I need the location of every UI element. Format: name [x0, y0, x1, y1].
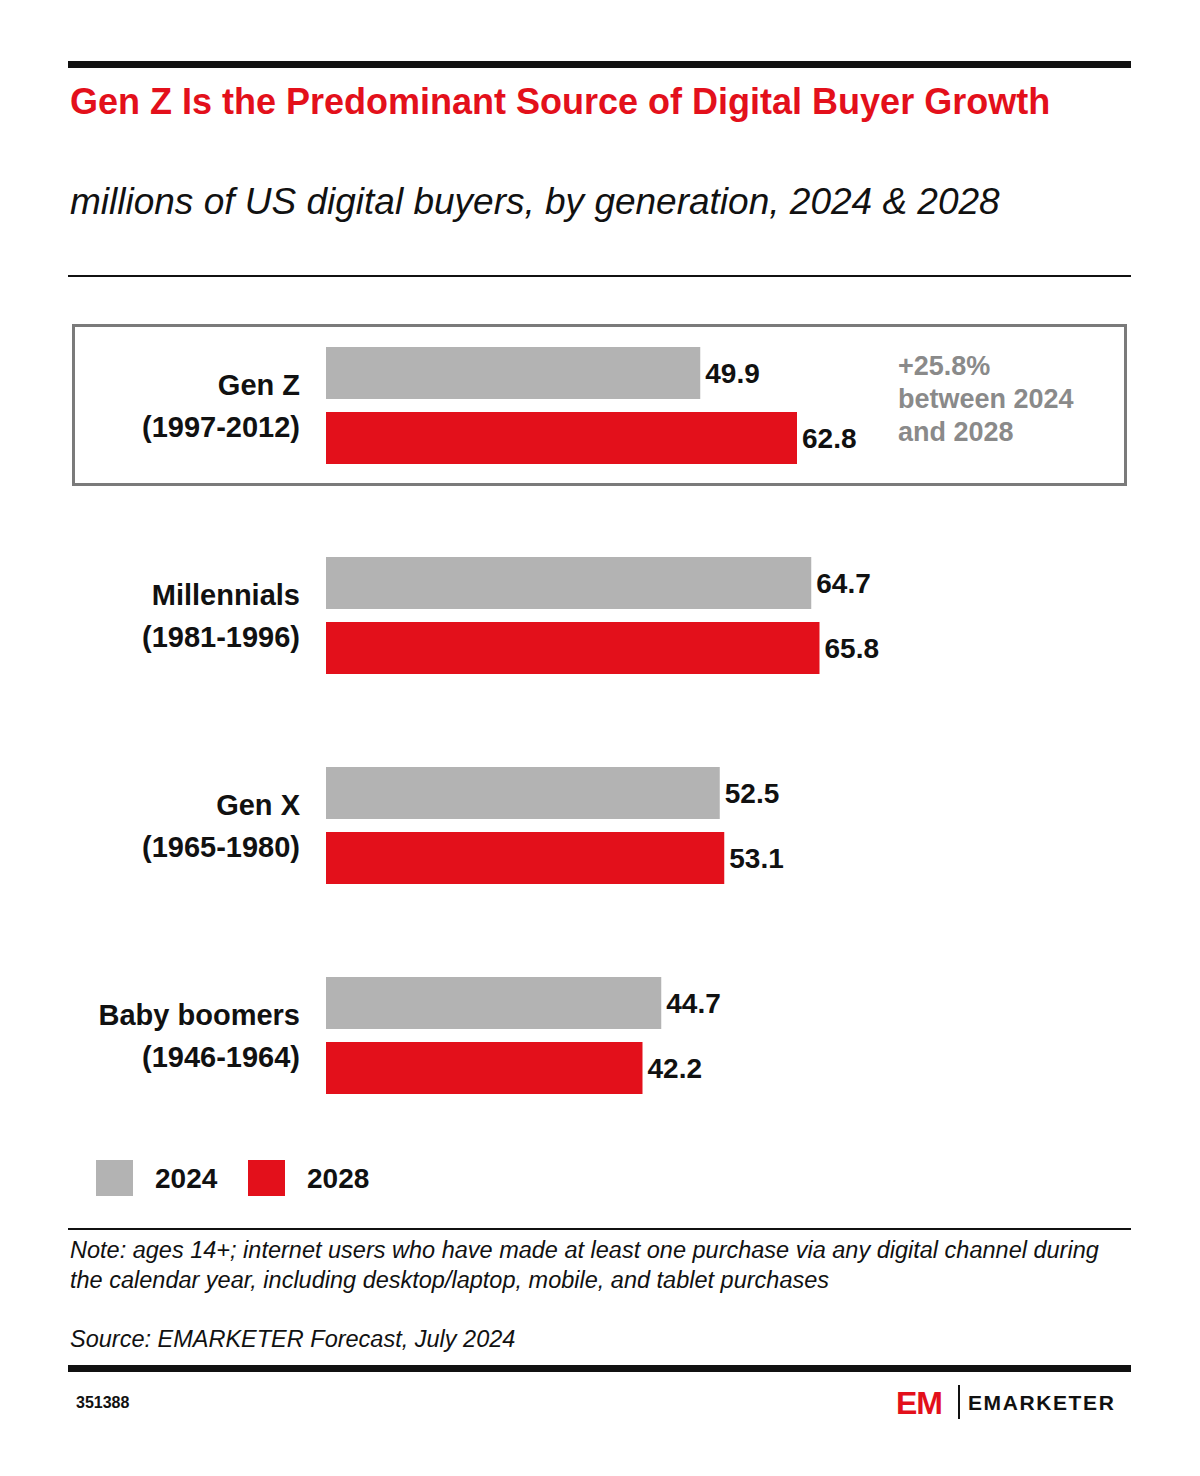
- data-label: 52.5: [725, 778, 780, 809]
- source: Source: EMARKETER Forecast, July 2024: [70, 1325, 1132, 1355]
- annotation: +25.8%: [898, 351, 990, 381]
- category-name: Gen X: [216, 789, 300, 821]
- data-label: 49.9: [705, 358, 760, 389]
- legend-label: 2024: [155, 1163, 218, 1194]
- highlight-box: [74, 326, 1126, 485]
- annotation: between 2024: [898, 384, 1074, 414]
- bar: [326, 977, 661, 1029]
- subtitle-rule: [68, 275, 1131, 277]
- category-name: Millennials: [152, 579, 300, 611]
- category-years: (1965-1980): [142, 831, 300, 863]
- title: Gen Z Is the Predominant Source of Digit…: [70, 78, 1132, 125]
- data-label: 65.8: [825, 633, 880, 664]
- data-label: 62.8: [802, 423, 857, 454]
- data-label: 53.1: [729, 843, 784, 874]
- bars: [326, 347, 820, 1094]
- logo-mark: EM: [896, 1385, 942, 1421]
- logo-divider: [958, 1385, 960, 1419]
- category-label: Baby boomers (1946-1964): [99, 999, 300, 1073]
- bar: [326, 622, 820, 674]
- data-label: 44.7: [666, 988, 721, 1019]
- bar: [326, 347, 700, 399]
- bar: [326, 767, 720, 819]
- bar: [326, 412, 797, 464]
- logo: EMARKETER: [968, 1391, 1115, 1414]
- data-label: 64.7: [816, 568, 871, 599]
- bar: [326, 832, 724, 884]
- category-name: Baby boomers: [99, 999, 300, 1031]
- category-years: (1981-1996): [142, 621, 300, 653]
- legend-label: 2028: [307, 1163, 369, 1194]
- note: Note: ages 14+; internet users who have …: [70, 1236, 1132, 1295]
- annotation: and 2028: [898, 417, 1014, 447]
- footer-rule: [68, 1228, 1131, 1230]
- category-label: Gen X (1965-1980): [142, 789, 301, 863]
- labels: Gen Z (1997-2012) 49.9 62.8 Millennials (1981…: [99, 351, 1074, 1084]
- top-rule: [68, 61, 1131, 68]
- chart-svg: Gen Z (1997-2012) 49.9 62.8 Millennials (1981…: [0, 0, 1200, 1476]
- category-name: Gen Z: [218, 369, 300, 401]
- bar: [326, 1042, 643, 1094]
- category-label: Gen Z (1997-2012): [142, 369, 300, 443]
- category-label: Millennials (1981-1996): [142, 579, 300, 653]
- category-years: (1997-2012): [142, 411, 300, 443]
- bar: [326, 557, 811, 609]
- subtitle: millions of US digital buyers, by genera…: [70, 178, 1132, 225]
- category-years: (1946-1964): [142, 1041, 300, 1073]
- legend-swatch: [96, 1160, 133, 1196]
- legend-swatch: [248, 1160, 285, 1196]
- chart-id: 351388: [76, 1394, 129, 1411]
- data-label: 42.2: [648, 1053, 703, 1084]
- bottom-rule: [68, 1365, 1131, 1372]
